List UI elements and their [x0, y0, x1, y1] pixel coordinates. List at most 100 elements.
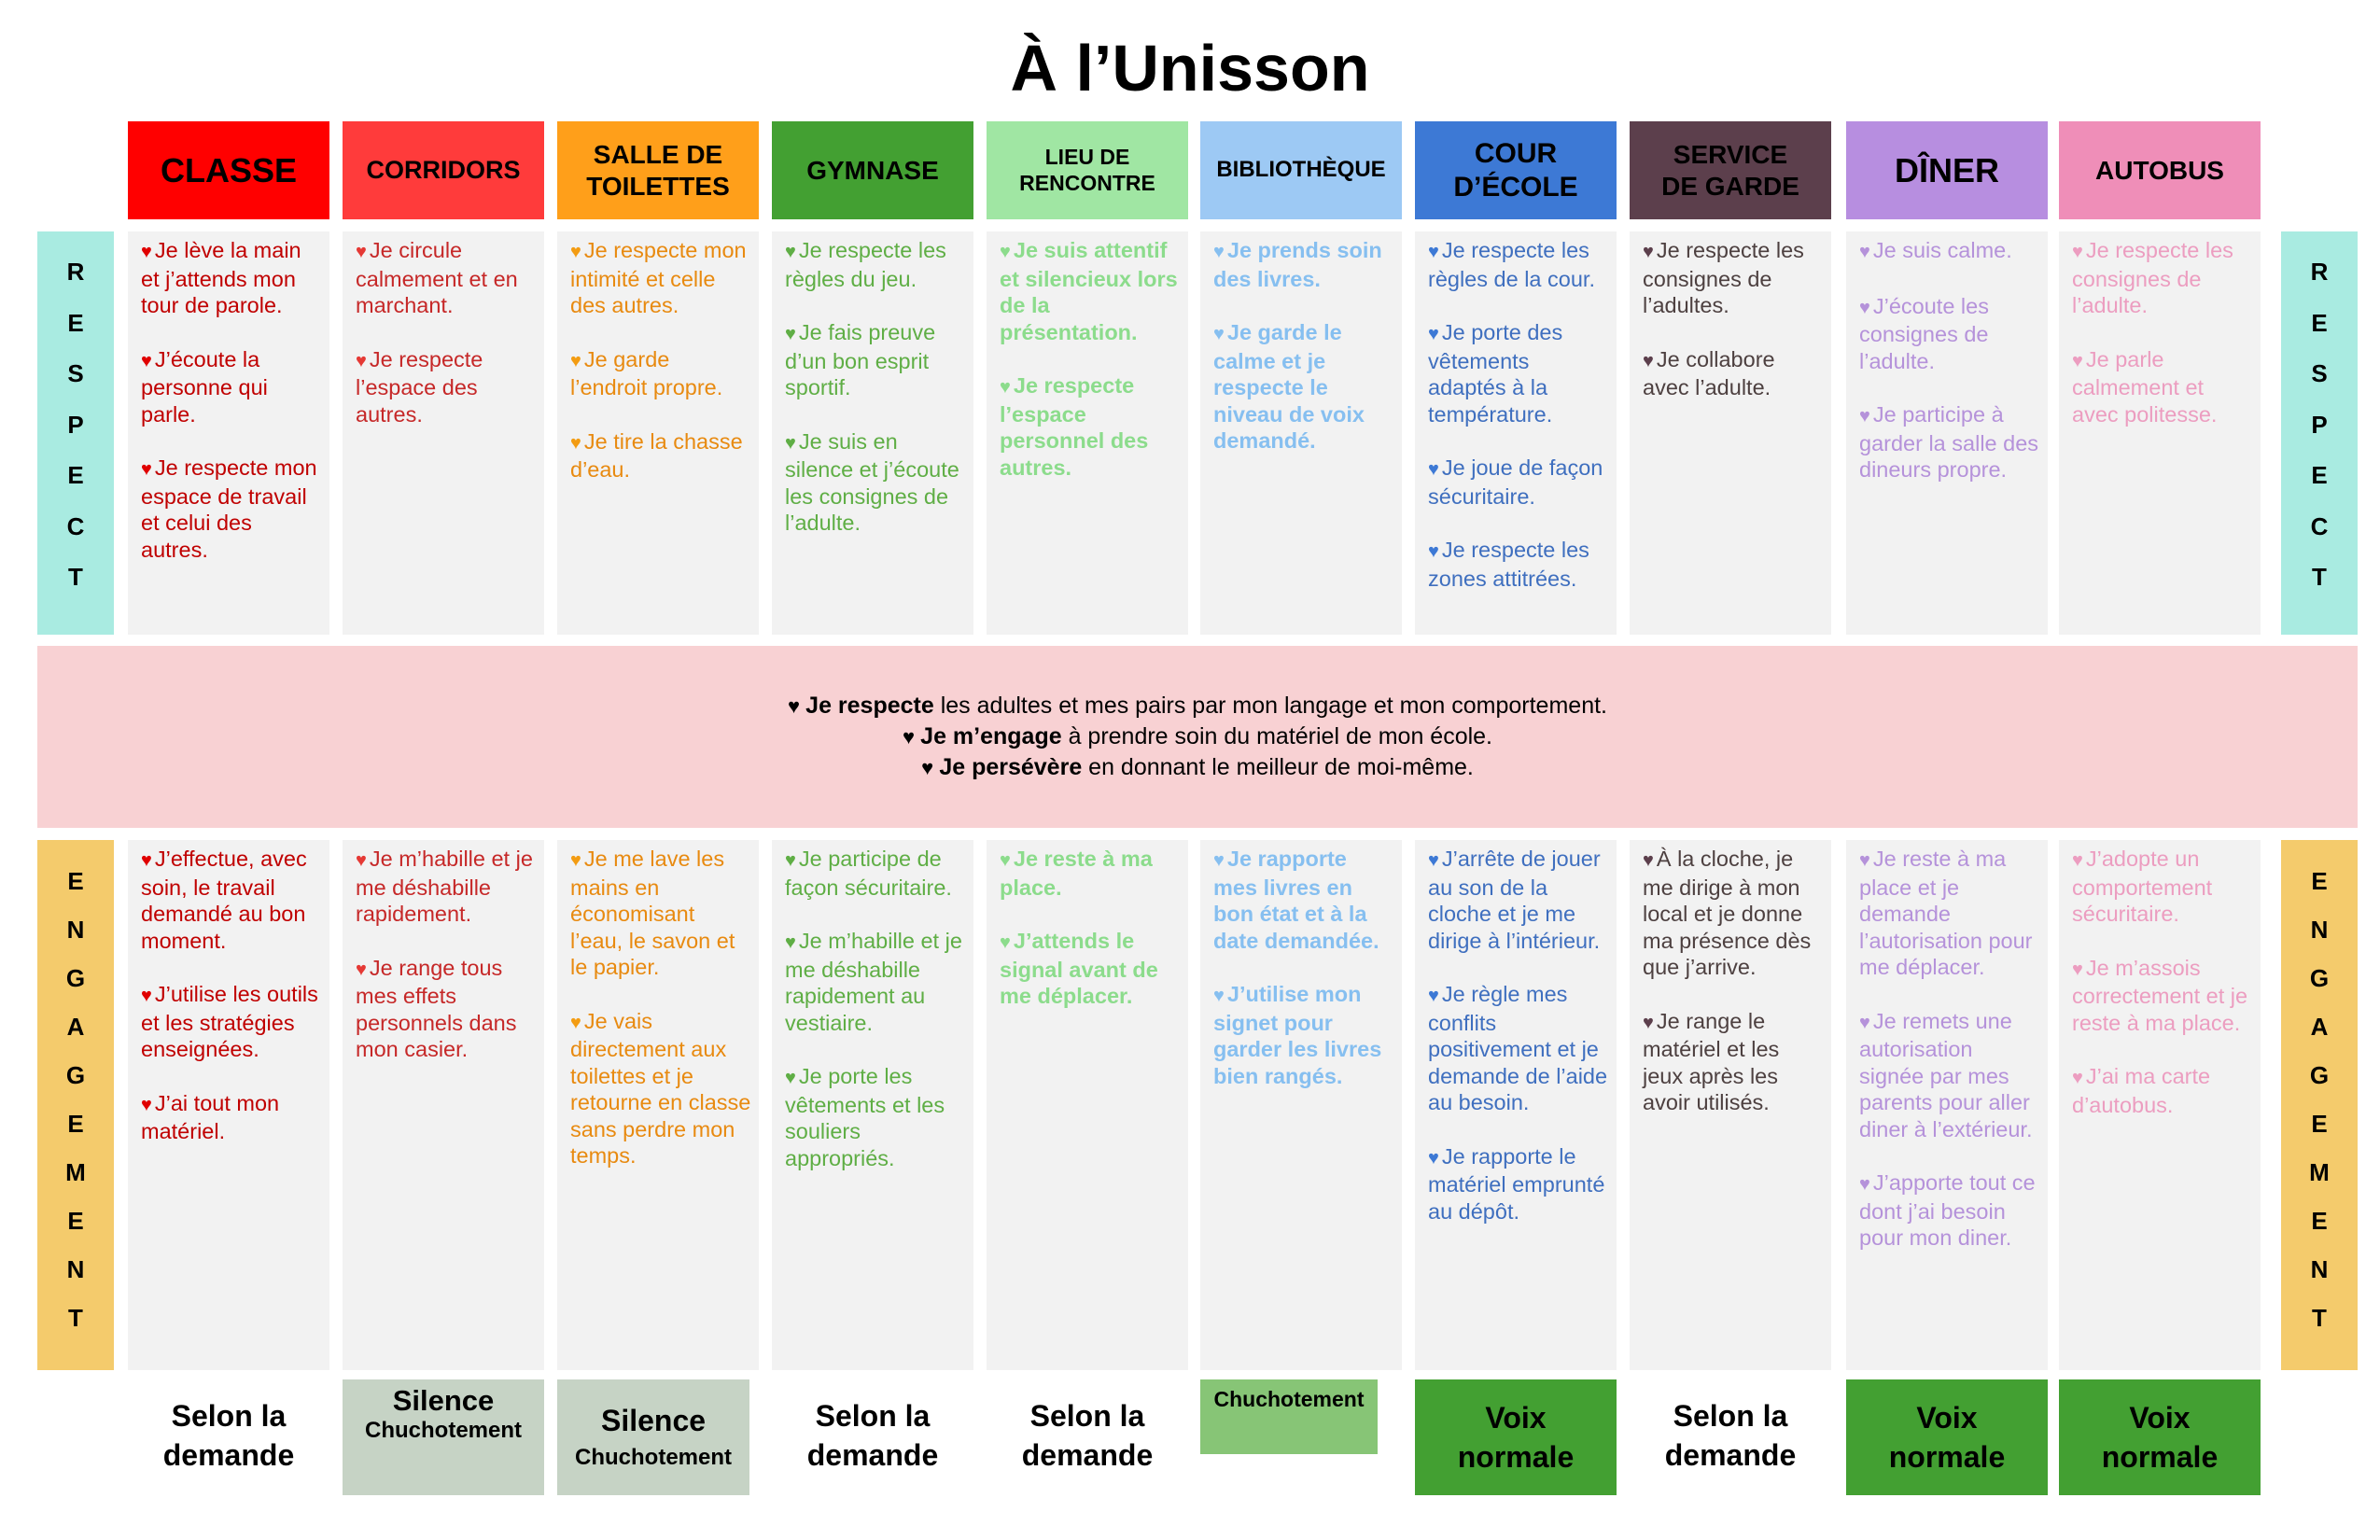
engagement-item: ♥ Je reste à ma place et je demande l’aut…	[1859, 846, 2040, 981]
heart-icon: ♥	[356, 850, 367, 871]
heart-icon: ♥	[1000, 242, 1011, 262]
values-band: ♥ Je respecte les adultes et mes pairs p…	[37, 646, 2358, 828]
side-label-letter: C	[2310, 511, 2329, 540]
engagement-item-text: Je m’assois correctement et je reste à m…	[2072, 955, 2248, 1035]
voice-level: Voix normale	[2059, 1379, 2261, 1495]
side-label-letter: N	[66, 916, 85, 944]
column-header: COUR D’ÉCOLE	[1415, 121, 1617, 219]
voice-level-line: Selon la	[171, 1399, 287, 1433]
engagement-cell: ♥ Je reste à ma place. ♥ J’attends le signa…	[987, 840, 1188, 1370]
engagement-item: ♥ Je porte les vêtements et les souliers …	[785, 1063, 966, 1171]
respect-item-text: Je respecte les zones attitrées.	[1428, 538, 1589, 591]
heart-icon: ♥	[787, 694, 806, 718]
voice-level-line: Selon la	[1029, 1399, 1145, 1433]
voice-level-line: demande	[1021, 1438, 1154, 1472]
respect-cell: ♥ Je suis calme. ♥ J’écoute les consignes d…	[1846, 231, 2048, 635]
side-label-letter: A	[66, 1013, 85, 1041]
side-label-letter: T	[68, 563, 83, 591]
engagement-item-text: À la cloche, je me dirige à mon local et…	[1643, 847, 1812, 979]
engagement-item-text: Je reste à ma place.	[1000, 847, 1153, 900]
engagement-item: ♥ À la cloche, je me dirige à mon local e…	[1643, 846, 1824, 981]
column-header-line: CLASSE	[160, 150, 298, 189]
respect-item: ♥ J’écoute les consignes de l’adulte.	[1859, 293, 2040, 375]
engagement-cell: ♥ À la cloche, je me dirige à mon local e…	[1630, 840, 1831, 1370]
side-label-letter: G	[2309, 1061, 2330, 1089]
heart-icon: ♥	[570, 432, 581, 454]
band-line-bold: Je m’engage	[920, 723, 1062, 749]
column-header-line: SERVICE	[1673, 139, 1788, 169]
engagement-item: ♥ Je m’assois correctement et je reste à …	[2072, 955, 2253, 1037]
respect-item: ♥ Je garde l’endroit propre.	[570, 346, 751, 401]
column-header: GYMNASE	[772, 121, 973, 219]
column-header: CLASSE	[128, 121, 329, 219]
respect-cell: ♥ Je respecte les consignes de l’adulte. ♥…	[2059, 231, 2261, 635]
voice-level-line: demande	[806, 1438, 939, 1472]
column-header: LIEU DE RENCONTRE	[987, 121, 1188, 219]
column-header-line: SALLE DE	[593, 139, 723, 169]
heart-icon: ♥	[2072, 850, 2083, 871]
voice-level: Chuchotement	[1200, 1379, 1378, 1454]
engagement-item-text: J’ai tout mon matériel.	[141, 1090, 280, 1144]
side-label-letter: R	[2310, 258, 2329, 286]
respect-item-text: Je respecte les consignes de l’adulte.	[2072, 238, 2233, 317]
heart-icon: ♥	[1859, 850, 1870, 871]
engagement-item: ♥ Je m’habille et je me déshabille rapide…	[785, 928, 966, 1036]
engagement-cell: ♥ Je me lave les mains en économisant l’e…	[557, 840, 759, 1370]
voice-level-line: Selon la	[1673, 1399, 1788, 1433]
respect-item-text: Je respecte l’espace personnel des autre…	[1000, 373, 1149, 480]
column-header-line: LIEU DE	[1044, 144, 1130, 169]
engagement-item-text: Je m’habille et je me déshabille rapidem…	[356, 847, 533, 926]
column-header: DÎNER	[1846, 121, 2048, 219]
respect-item: ♥ Je respecte mon espace de travail et ce…	[141, 455, 322, 563]
side-label-letter: A	[2310, 1013, 2329, 1041]
respect-item-text: Je porte des vêtements adaptés à la temp…	[1428, 320, 1563, 427]
engagement-item: ♥ Je vais directement aux toilettes et je…	[570, 1008, 751, 1169]
engagement-item-text: Je m’habille et je me déshabille rapidem…	[785, 929, 962, 1035]
voice-level-line: Voix	[2129, 1401, 2191, 1435]
heart-icon: ♥	[1428, 541, 1439, 562]
respect-cell: ♥ Je respecte les consignes de l’adultes.…	[1630, 231, 1831, 635]
respect-item-text: Je suis attentif et silencieux lors de l…	[1000, 238, 1178, 344]
engagement-item: ♥ J’effectue, avec soin, le travail deman…	[141, 846, 322, 954]
column-header-line: AUTOBUS	[2095, 155, 2224, 185]
heart-icon: ♥	[1859, 1174, 1870, 1195]
voice-level-line: demande	[162, 1438, 295, 1472]
heart-icon: ♥	[1213, 850, 1225, 871]
band-line: ♥ Je persévère en donnant le meilleur de…	[921, 752, 1474, 783]
voice-level: Voix normale	[1415, 1379, 1617, 1495]
heart-icon: ♥	[1859, 1012, 1870, 1033]
heart-icon: ♥	[141, 350, 152, 371]
heart-icon: ♥	[1643, 1012, 1654, 1033]
heart-icon: ♥	[141, 459, 152, 480]
side-label-letter: P	[2311, 410, 2328, 439]
engagement-item: ♥ J’arrête de jouer au son de la cloche e…	[1428, 846, 1609, 954]
engagement-cell: ♥ Je reste à ma place et je demande l’aut…	[1846, 840, 2048, 1370]
heart-icon: ♥	[785, 850, 796, 871]
heart-icon: ♥	[2072, 1068, 2083, 1088]
engagement-cell: ♥ J’arrête de jouer au son de la cloche e…	[1415, 840, 1617, 1370]
band-line: ♥ Je m’engage à prendre soin du matériel…	[903, 721, 1492, 752]
respect-item: ♥ Je joue de façon sécuritaire.	[1428, 455, 1609, 510]
column-header-line: GYMNASE	[806, 155, 939, 185]
voice-level-line: normale	[1457, 1440, 1575, 1474]
side-label-letter: E	[67, 308, 84, 337]
respect-item: ♥ Je porte des vêtements adaptés à la tem…	[1428, 319, 1609, 427]
respect-item: ♥ Je fais preuve d’un bon esprit sportif.	[785, 319, 966, 401]
heart-icon: ♥	[902, 725, 921, 749]
respect-cell: ♥ Je prends soin des livres. ♥ Je garde le …	[1200, 231, 1402, 635]
respect-item-text: Je suis calme.	[1872, 238, 2012, 262]
respect-item-text: Je participe à garder la salle des dineu…	[1859, 402, 2039, 482]
heart-icon: ♥	[1643, 850, 1654, 871]
heart-icon: ♥	[1213, 242, 1225, 262]
column-header-line: COUR	[1474, 137, 1558, 169]
respect-cell: ♥ Je respecte mon intimité et celle des a…	[557, 231, 759, 635]
respect-item-text: Je fais preuve d’un bon esprit sportif.	[785, 320, 936, 399]
side-label-letter: E	[67, 461, 84, 489]
engagement-item-text: Je rapporte le matériel emprunté au dépô…	[1428, 1143, 1605, 1224]
voice-level: Voix normale	[1846, 1379, 2048, 1495]
respect-item: ♥ Je respecte l’espace des autres.	[356, 346, 537, 428]
voice-level: Selon la demande	[772, 1379, 973, 1491]
heart-icon: ♥	[921, 756, 940, 779]
